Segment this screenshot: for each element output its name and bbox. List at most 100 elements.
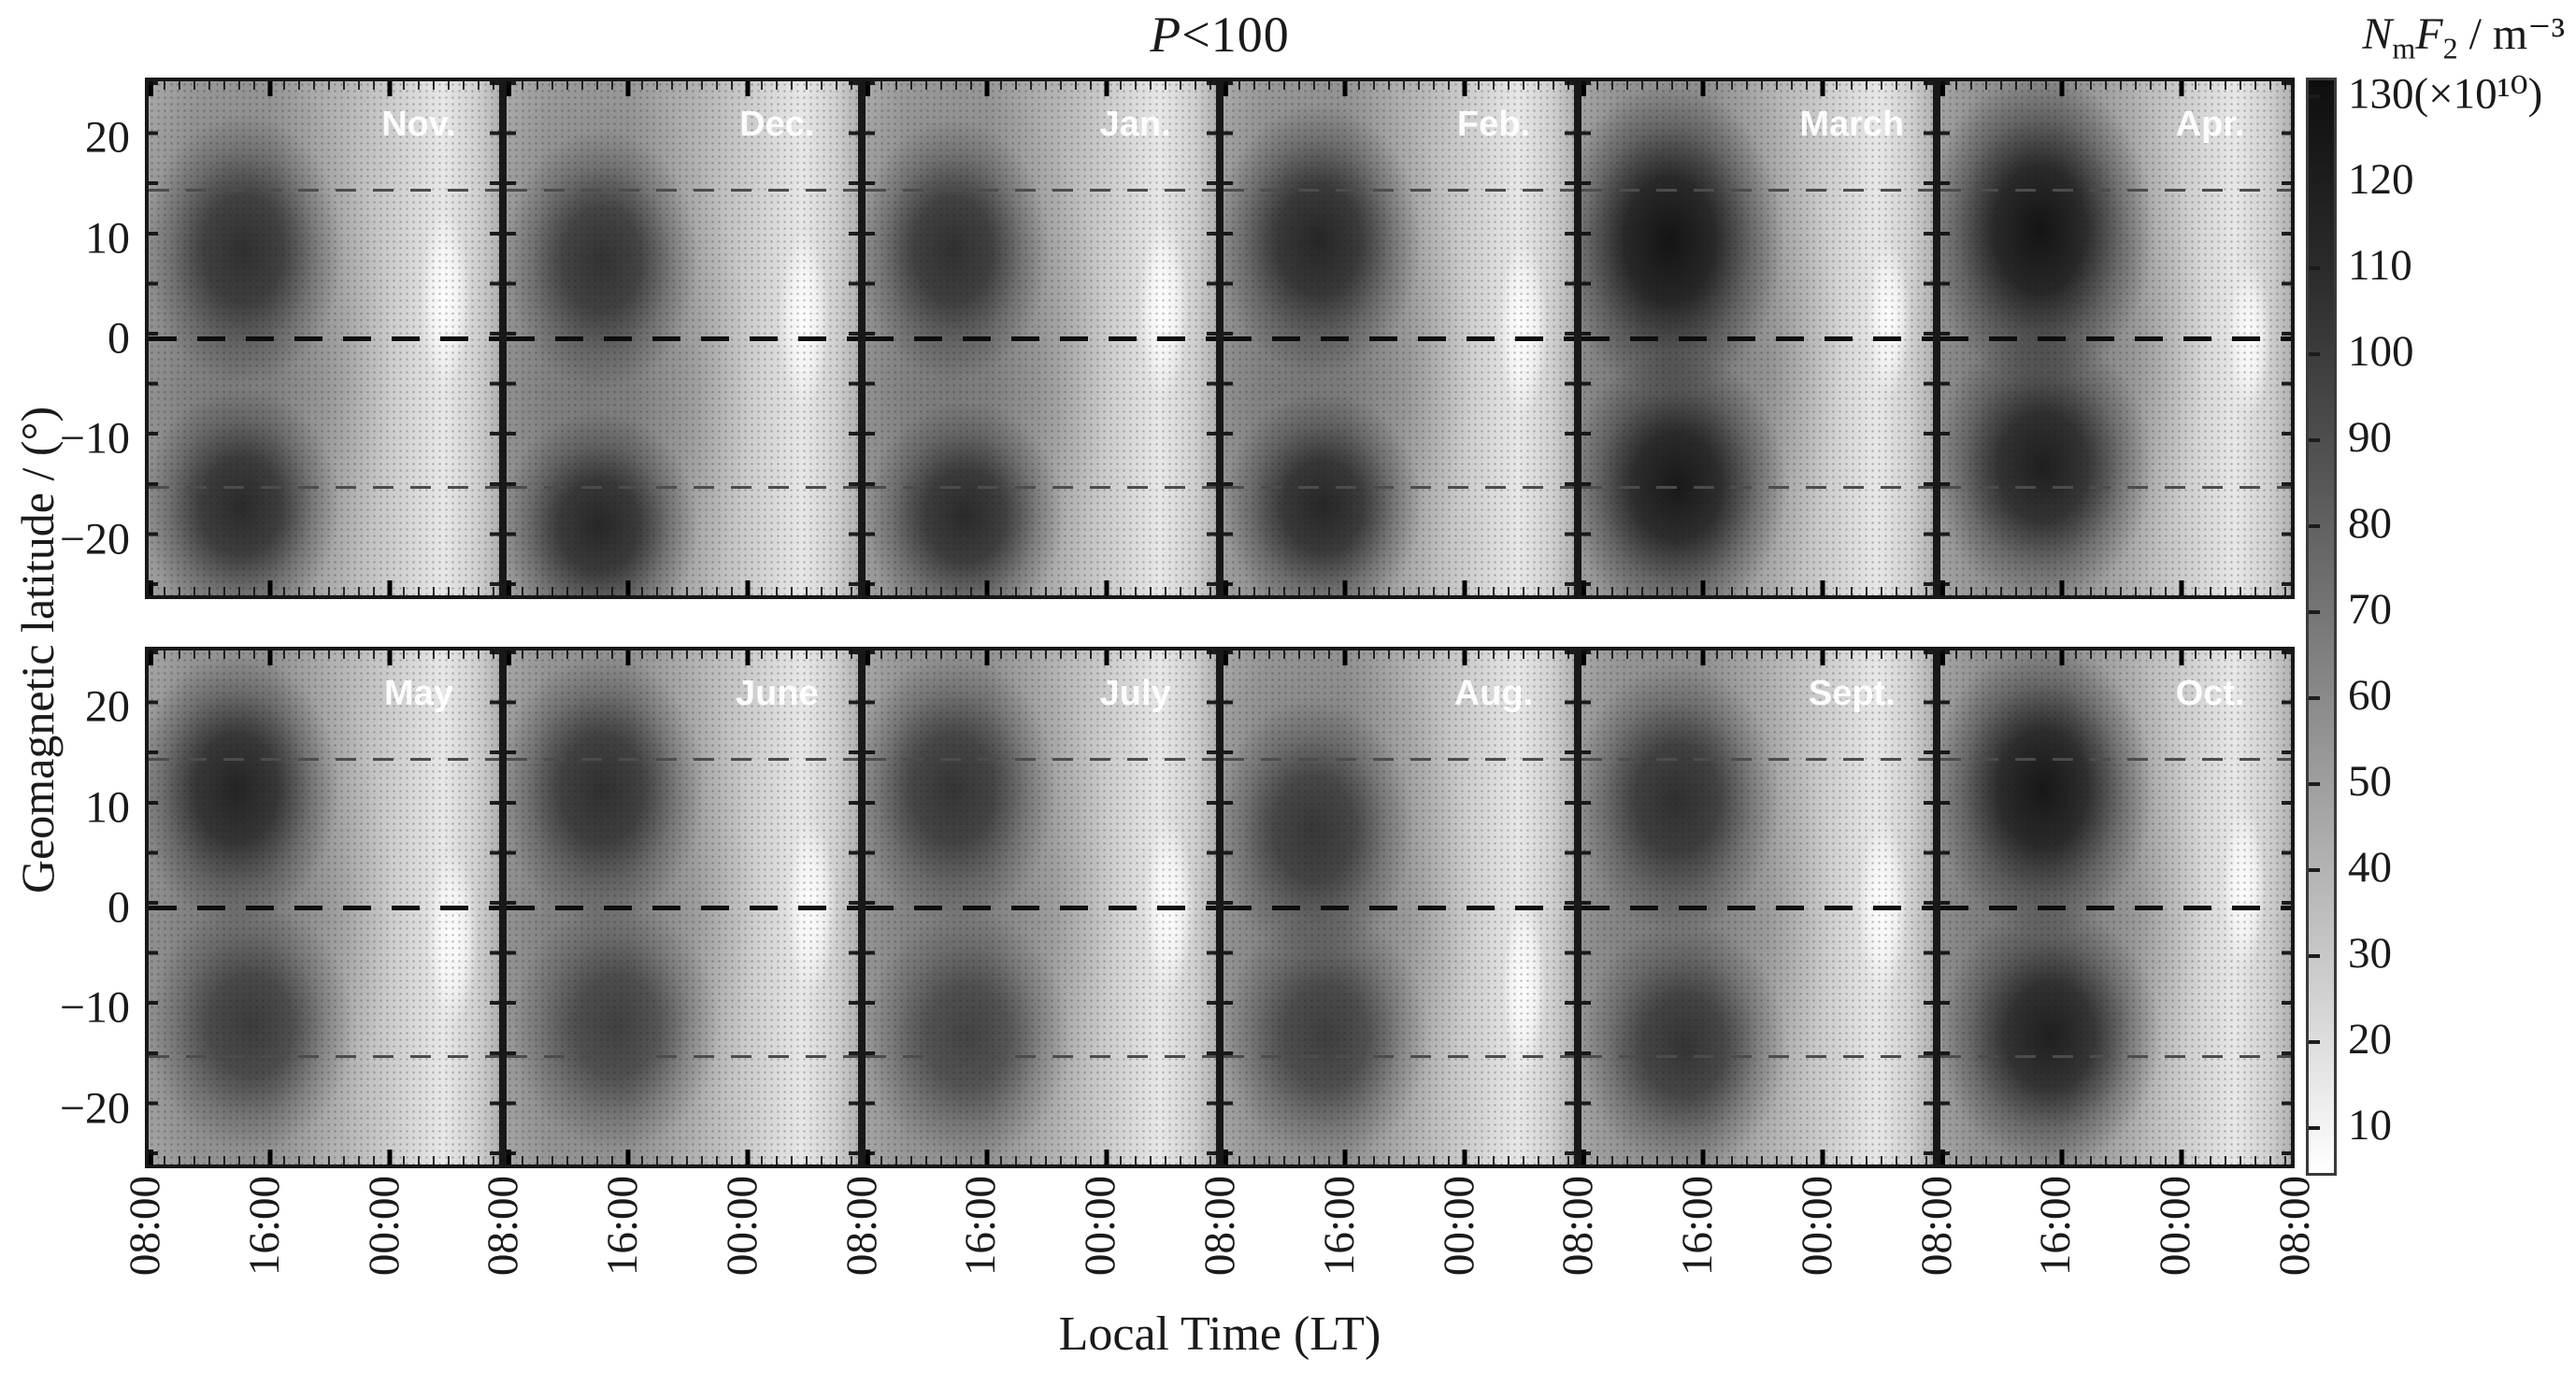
x-tick-label: 08:00: [837, 1176, 886, 1277]
month-label: Feb.: [1456, 104, 1531, 144]
dashed-line-lat--15: [149, 1054, 500, 1058]
month-panel-june: June: [503, 647, 862, 1168]
dashed-line-lat-15: [865, 189, 1216, 193]
axis-tick-marks-top-major: [865, 81, 1216, 96]
y-tick-label: 10: [85, 782, 130, 833]
x-tick-label: 16:00: [598, 1176, 648, 1277]
month-label: Jan.: [1099, 104, 1171, 144]
axis-tick-marks-bot-major: [1223, 1150, 1575, 1165]
dashed-line-lat--15: [865, 1054, 1216, 1058]
dashed-line-lat--15: [507, 1054, 858, 1058]
axis-tick-marks-bot-major: [1223, 580, 1575, 595]
dashed-line-lat--15: [1581, 485, 1933, 489]
axis-tick-marks-bot-major: [507, 1150, 858, 1165]
colorbar-tick-label: 80: [2348, 499, 2392, 548]
dashed-line-lat-0: [1223, 336, 1575, 341]
colorbar-tick-label: 60: [2348, 671, 2392, 720]
colorbar-tick-mark: [2309, 352, 2320, 356]
dashed-line-lat-15: [507, 189, 858, 193]
colorbar-title-m-sub: m: [2392, 31, 2416, 65]
dashed-line-lat--15: [1223, 1054, 1575, 1058]
dashed-line-lat--15: [1581, 1054, 1933, 1058]
month-label: Oct.: [2175, 673, 2245, 713]
x-tick-label: 16:00: [956, 1176, 1006, 1277]
axis-tick-marks-top-major: [1223, 81, 1575, 96]
x-tick-label: 08:00: [1911, 1176, 1961, 1277]
month-panel-dec: Dec.: [503, 78, 862, 599]
colorbar-tick-mark: [2309, 954, 2320, 958]
dashed-line-lat-15: [1223, 189, 1575, 193]
dashed-line-lat-15: [1223, 758, 1575, 762]
colorbar-tick-mark: [2309, 524, 2320, 528]
dashed-line-lat--15: [1939, 1054, 2291, 1058]
dashed-line-lat--15: [1939, 485, 2291, 489]
y-tick-label: 10: [85, 213, 130, 264]
y-axis-title: Geomagnetic latitude / (°): [11, 406, 64, 893]
x-axis-tick-labels: 08:00 16:00 00:00 08:00 16:00 00:00 08:00 16:00…: [121, 1176, 2319, 1316]
dashed-line-lat--15: [149, 485, 500, 489]
colorbar-tick-mark: [2309, 782, 2320, 786]
dashed-line-lat-15: [1581, 758, 1933, 762]
axis-tick-marks-top-major: [507, 650, 858, 665]
y-tick-label: −20: [59, 1083, 130, 1134]
colorbar-title-N: N: [2362, 9, 2393, 59]
month-panel-sept: Sept.: [1578, 647, 1937, 1168]
dashed-line-lat-0: [1939, 336, 2291, 341]
month-label: Dec.: [739, 104, 815, 144]
month-panel-jan: Jan.: [861, 78, 1220, 599]
colorbar-tick-label: 30: [2348, 929, 2392, 978]
dashed-line-lat-15: [1939, 758, 2291, 762]
axis-tick-marks-top-major: [1939, 650, 2291, 665]
colorbar-tick-label: 110: [2348, 241, 2412, 290]
x-tick-label: 00:00: [717, 1176, 766, 1277]
colorbar-title-unit: / m⁻³: [2457, 9, 2565, 59]
x-tick-label: 00:00: [1076, 1176, 1125, 1277]
x-tick-label: 16:00: [2031, 1176, 2081, 1277]
panel-row-top: Nov. Dec. Jan. Feb. March Apr. 20 10 0 −10 −20: [60, 78, 2295, 599]
month-label: May: [384, 673, 453, 713]
x-tick-label: 08:00: [479, 1176, 528, 1277]
month-label: June: [735, 673, 819, 713]
x-tick-label: 00:00: [1792, 1176, 1841, 1277]
dashed-line-lat-15: [149, 758, 500, 762]
dashed-line-lat-0: [1581, 336, 1933, 341]
month-label: Sept.: [1808, 673, 1896, 713]
colorbar-tick-mark: [2309, 94, 2320, 98]
colorbar-tick-label: 20: [2348, 1015, 2392, 1064]
month-panel-may: May: [145, 647, 504, 1168]
month-label: March: [1799, 104, 1905, 144]
colorbar-tick-label: 40: [2348, 843, 2392, 892]
axis-tick-marks-bot-major: [1581, 580, 1933, 595]
x-tick-label: 16:00: [239, 1176, 289, 1277]
y-tick-label: 20: [85, 112, 130, 163]
colorbar-tick-mark: [2309, 868, 2320, 872]
colorbar-tick-mark: [2309, 266, 2320, 270]
axis-tick-marks-bot-major: [865, 580, 1216, 595]
month-panel-july: July: [861, 647, 1220, 1168]
chart-title: P<100: [145, 6, 2295, 64]
colorbar-tick-label: 90: [2348, 413, 2392, 462]
month-panel-apr: Apr.: [1936, 78, 2295, 599]
x-tick-label: 16:00: [1314, 1176, 1364, 1277]
colorbar-tick-label: 70: [2348, 585, 2392, 634]
y-tick-label: −20: [59, 514, 130, 564]
month-panel-oct: Oct.: [1936, 647, 2295, 1168]
colorbar-tick-label: 50: [2348, 757, 2392, 806]
axis-tick-marks-bot-major: [865, 1150, 1216, 1165]
colorbar-title-F: F: [2415, 9, 2443, 59]
chart-title-variable: P: [1150, 7, 1182, 63]
dashed-line-lat-15: [149, 189, 500, 193]
axis-tick-marks-top-major: [149, 650, 500, 665]
colorbar-title-2-sub: 2: [2442, 31, 2458, 65]
colorbar-tick-label: 10: [2348, 1101, 2392, 1150]
axis-tick-marks-top-major: [1581, 81, 1933, 96]
dashed-line-lat-0: [865, 336, 1216, 341]
dashed-line-lat-15: [865, 758, 1216, 762]
axis-tick-marks-top-major: [507, 81, 858, 96]
chart-title-condition: <100: [1181, 7, 1290, 63]
colorbar-tick-mark: [2309, 610, 2320, 614]
axis-tick-marks-top-major: [1581, 650, 1933, 665]
axis-tick-marks-top-major: [1939, 81, 2291, 96]
axis-tick-marks-bot-major: [149, 580, 500, 595]
